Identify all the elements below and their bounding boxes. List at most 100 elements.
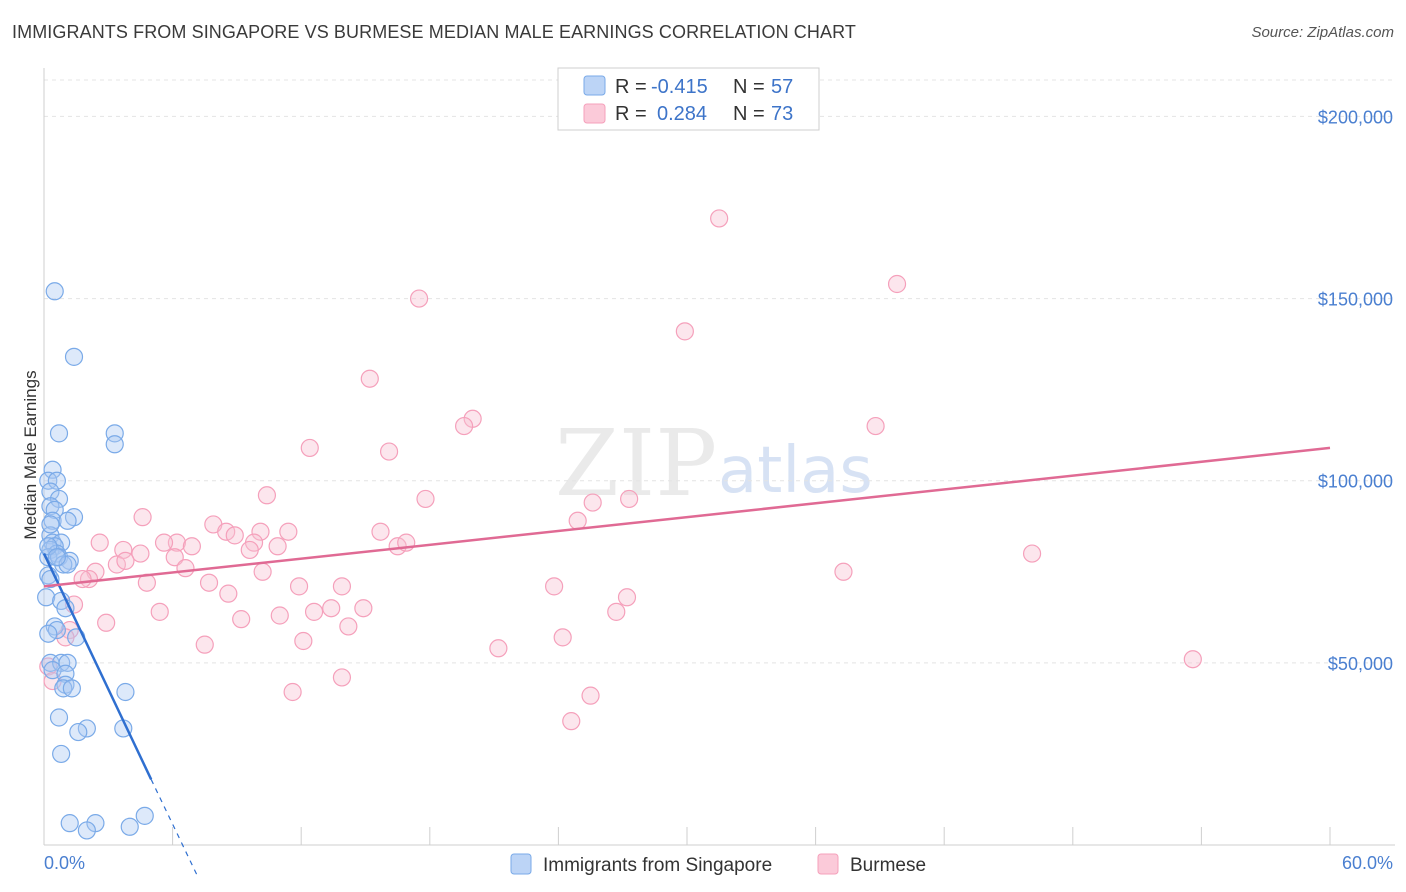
burmese-point-8 [300,438,319,458]
trend-lines [42,446,1331,879]
burmese-point-58 [232,610,251,629]
burmese-point-66 [1183,650,1202,669]
burmese-point-71 [562,712,581,731]
legend-r-value-1: -0.415 [651,76,708,98]
burmese-point-10 [257,486,277,505]
burmese-point-56 [270,606,289,625]
singapore-point-51 [135,806,154,825]
legend: R = -0.415 N = 57 R = 0.284 N = 73 [557,67,820,131]
singapore-point-47 [69,722,88,742]
burmese-point-17 [251,522,270,541]
x-tick-label-max: 60.0% [1342,853,1393,873]
legend-swatch-singapore [583,75,606,96]
singapore-point-0 [45,282,64,301]
burmese-points [39,209,1202,731]
burmese-point-54 [304,602,324,621]
singapore-trend-line [42,553,153,780]
burmese-point-52 [322,599,341,618]
legend-swatch-burmese [583,103,606,124]
burmese-point-47 [545,577,564,596]
burmese-point-26 [268,537,287,556]
singapore-point-7 [47,471,66,490]
y-tick-label-2: $150,000 [1318,290,1393,310]
singapore-point-42 [62,679,81,698]
chart-title: IMMIGRANTS FROM SINGAPORE VS BURMESE MED… [12,22,856,42]
singapore-point-54 [41,515,60,534]
burmese-point-6 [454,416,474,436]
burmese-point-40 [834,562,853,581]
burmese-point-15 [568,511,587,530]
singapore-point-50 [60,814,79,833]
burmese-point-60 [339,617,358,636]
grid [44,79,1395,664]
burmese-point-68 [332,668,352,687]
burmese-point-48 [219,584,238,603]
burmese-point-7 [866,416,885,436]
burmese-point-55 [607,602,626,621]
burmese-point-53 [354,599,373,618]
x-tick-labels: 0.0% 60.0% [44,853,1393,873]
bottom-legend: Immigrants from Singapore Burmese [510,853,926,876]
burmese-point-1 [887,274,907,294]
burmese-point-63 [294,631,313,651]
watermark-atlas: atlas [718,434,873,508]
burmese-point-70 [581,686,600,705]
burmese-point-34 [165,548,184,567]
burmese-point-14 [133,508,152,527]
burmese-point-62 [553,628,572,647]
x-tick-label-min: 0.0% [44,853,85,873]
burmese-point-4 [360,369,379,388]
burmese-point-25 [154,533,174,552]
singapore-point-44 [49,708,69,727]
singapore-point-14 [58,511,77,530]
singapore-point-5 [43,460,62,479]
singapore-point-28 [37,588,56,607]
singapore-point-25 [58,555,77,574]
burmese-point-36 [116,551,135,570]
burmese-point-46 [289,577,309,596]
burmese-point-57 [97,613,116,632]
chart-source: Source: ZipAtlas.com [1251,24,1394,41]
burmese-point-22 [90,533,109,552]
burmese-point-13 [620,489,639,509]
singapore-point-2 [49,424,69,443]
burmese-point-20 [371,522,390,541]
burmese-point-44 [199,573,219,592]
burmese-point-12 [583,493,602,512]
singapore-point-11 [45,500,64,519]
singapore-trend-extension [150,779,199,879]
legend-n-label-1: N = [733,76,765,98]
burmese-point-32 [240,540,259,560]
singapore-point-53 [77,821,96,840]
singapore-point-56 [47,548,66,567]
burmese-point-11 [416,489,435,509]
burmese-point-45 [332,577,352,596]
burmese-point-18 [279,522,298,541]
bottom-legend-label-burmese: Burmese [850,855,926,876]
burmese-point-42 [73,569,92,589]
burmese-point-24 [167,533,186,552]
singapore-point-37 [58,653,77,672]
singapore-point-52 [120,817,139,836]
y-tick-labels: $50,000 $100,000 $150,000 $200,000 [1318,107,1393,673]
legend-n-value-1: 57 [771,76,793,98]
bottom-legend-swatch-burmese [817,853,839,875]
burmese-point-2 [409,289,429,308]
legend-r-value-2: 0.284 [657,103,707,125]
legend-n-label-2: N = [733,103,765,125]
legend-r-label-2: R = [615,103,647,125]
singapore-point-33 [39,624,58,643]
singapore-point-24 [54,555,73,574]
burmese-point-31 [131,544,150,563]
legend-r-label-1: R = [615,76,647,98]
burmese-point-9 [379,442,399,461]
burmese-point-21 [225,526,244,545]
singapore-point-4 [105,435,124,454]
singapore-point-48 [52,744,71,764]
y-tick-label-1: $100,000 [1318,472,1393,492]
burmese-point-37 [176,559,195,578]
singapore-point-1 [64,347,84,366]
y-axis-label: Median Male Earnings [21,370,40,539]
burmese-point-69 [283,682,302,702]
